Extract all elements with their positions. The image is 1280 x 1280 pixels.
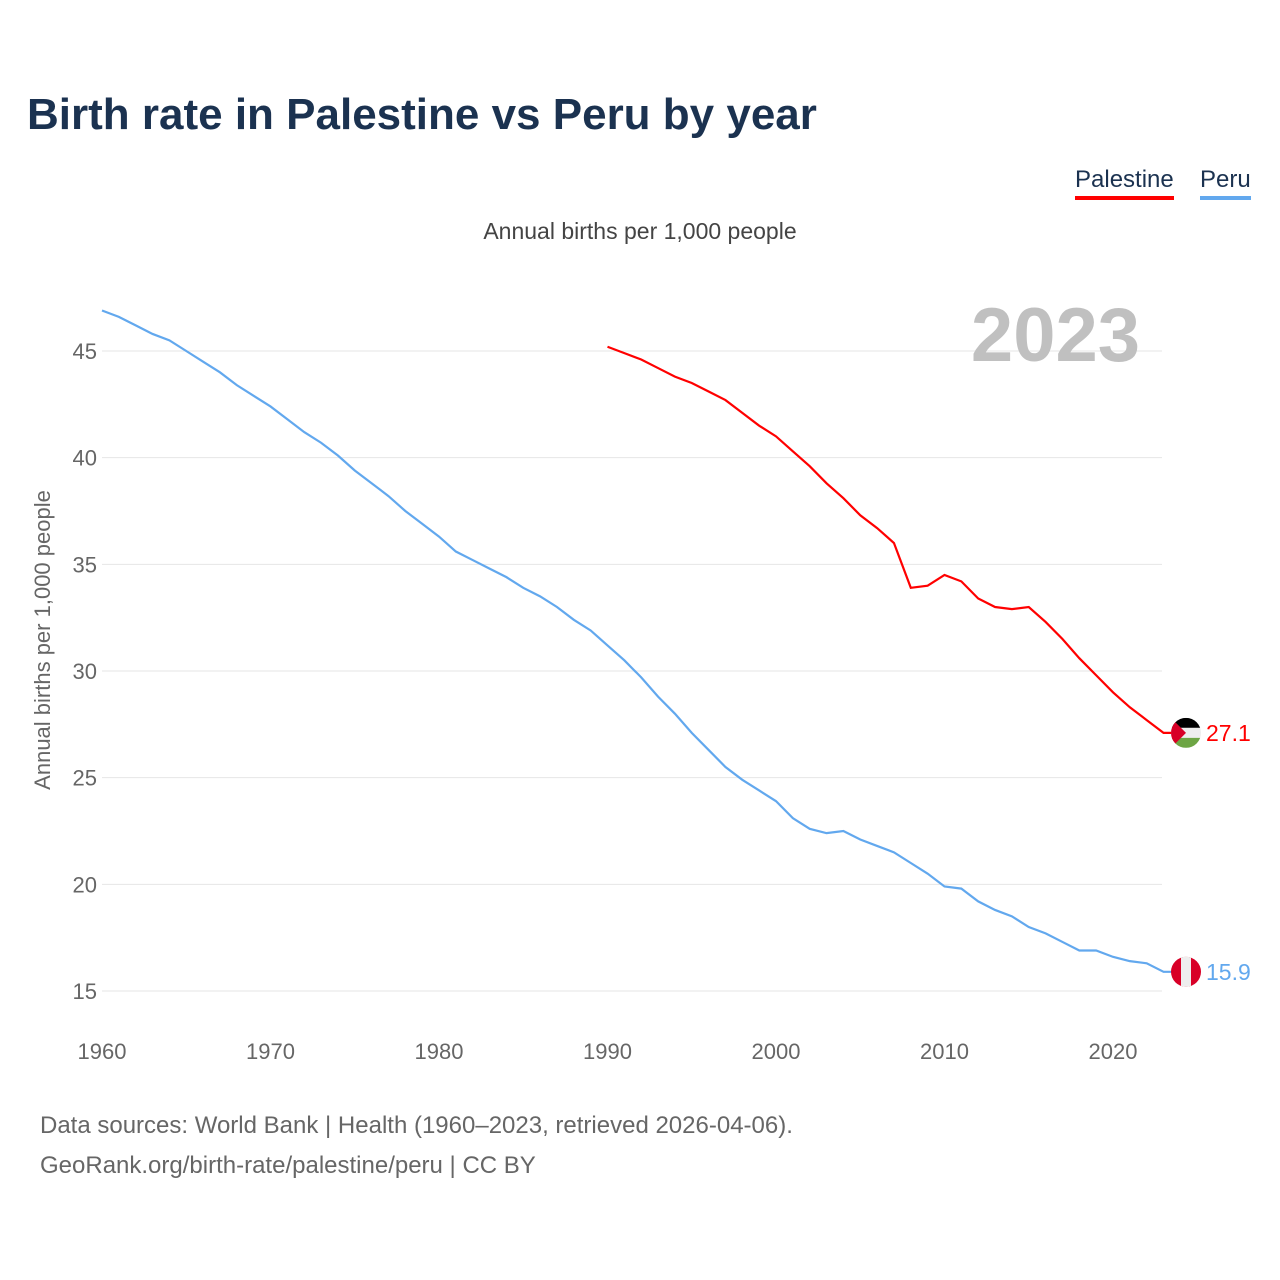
year-label: 2023 <box>971 293 1140 378</box>
x-tick-label: 2020 <box>1089 1039 1138 1064</box>
x-tick-label: 1970 <box>246 1039 295 1064</box>
end-value-label-palestine: 27.1 <box>1206 720 1251 746</box>
chart-title: Birth rate in Palestine vs Peru by year <box>27 90 817 139</box>
peru-flag-icon <box>1171 956 1201 987</box>
source-text: Data sources: World Bank | Health (1960–… <box>40 1112 793 1139</box>
footer: Data sources: World Bank | Health (1960–… <box>40 1106 793 1186</box>
end-value-label-peru: 15.9 <box>1206 959 1251 985</box>
attribution-text: GeoRank.org/birth-rate/palestine/peru | … <box>40 1152 536 1179</box>
x-tick-label: 1980 <box>415 1039 464 1064</box>
x-tick-label: 1990 <box>583 1039 632 1064</box>
palestine-flag-icon <box>1171 717 1201 748</box>
y-tick-label: 15 <box>73 979 97 1004</box>
y-tick-label: 20 <box>73 872 97 897</box>
y-tick-label: 25 <box>73 766 97 791</box>
y-tick-label: 40 <box>73 446 97 471</box>
y-tick-label: 45 <box>73 339 97 364</box>
x-tick-label: 1960 <box>78 1039 127 1064</box>
legend-peru[interactable]: Peru <box>1200 166 1251 200</box>
legend-palestine[interactable]: Palestine <box>1075 166 1174 200</box>
series-line-palestine <box>607 345 1186 734</box>
x-tick-label: 2010 <box>920 1039 969 1064</box>
y-axis-label: Annual births per 1,000 people <box>30 490 55 790</box>
y-tick-label: 35 <box>73 552 97 577</box>
x-tick-label: 2000 <box>752 1039 801 1064</box>
series-line-peru <box>101 309 1186 973</box>
chart-subtitle: Annual births per 1,000 people <box>483 218 797 244</box>
y-tick-label: 30 <box>73 659 97 684</box>
